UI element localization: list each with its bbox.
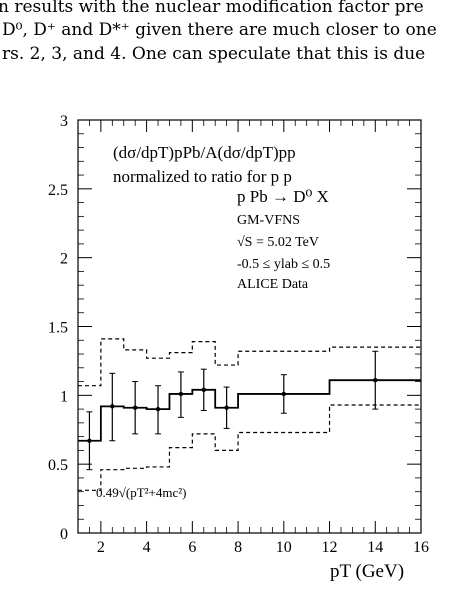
data-point bbox=[201, 387, 206, 393]
data-point bbox=[132, 405, 138, 410]
x-tick-label: 2 bbox=[97, 539, 105, 556]
legend-data-label: ALICE Data bbox=[237, 277, 309, 292]
data-point bbox=[87, 438, 92, 443]
data-point bbox=[224, 405, 229, 410]
x-tick-label: 6 bbox=[188, 539, 196, 556]
legend-energy: √S = 5.02 TeV bbox=[237, 235, 319, 250]
y-tick-label: 1 bbox=[60, 388, 68, 405]
data-point bbox=[281, 391, 286, 397]
series-layer bbox=[78, 338, 421, 491]
body-text-line-2: D⁰, D⁺ and D*⁺ given there are much clos… bbox=[2, 20, 437, 40]
x-tick-label: 4 bbox=[143, 539, 151, 556]
y-tick-label: 0 bbox=[60, 526, 68, 543]
data-point bbox=[178, 391, 184, 397]
theory-central-line bbox=[78, 379, 421, 442]
x-axis-label: pT (GeV) bbox=[330, 561, 404, 582]
y-tick-label: 1.5 bbox=[48, 320, 68, 337]
x-tick-label: 12 bbox=[322, 539, 338, 556]
y-tick-label: 2.5 bbox=[48, 182, 68, 199]
data-point bbox=[373, 377, 378, 383]
legend-line-2: normalized to ratio for p p bbox=[113, 167, 292, 186]
legend-rapidity: -0.5 ≤ ylab ≤ 0.5 bbox=[237, 257, 330, 272]
scale-label: 0.49√(pT²+4mc²) bbox=[96, 485, 187, 500]
theory-upper-line bbox=[78, 338, 421, 387]
data-point bbox=[155, 406, 161, 412]
legend-scheme: GM-VFNS bbox=[237, 213, 300, 228]
data-point bbox=[110, 404, 115, 409]
x-tick-label: 16 bbox=[413, 539, 429, 556]
theory-lower-line bbox=[78, 404, 421, 491]
y-tick-label: 0.5 bbox=[48, 457, 68, 474]
x-tick-label: 10 bbox=[276, 539, 292, 556]
legend-reaction: p Pb → D⁰ X bbox=[237, 187, 329, 206]
x-tick-label: 8 bbox=[234, 539, 242, 556]
data-points-layer bbox=[86, 350, 379, 471]
body-text-line-1: n results with the nuclear modification … bbox=[0, 0, 424, 17]
x-tick-label: 14 bbox=[367, 539, 383, 556]
y-tick-label: 3 bbox=[60, 113, 68, 130]
axis-ticks: 2 4 6 8 10 12 14 16 0 0.5 1 1.5 2 2.5 3 bbox=[48, 113, 429, 556]
legend-line-1: (dσ/dpT)pPb/A(dσ/dpT)pp bbox=[113, 143, 296, 162]
body-text-line-3: rs. 2, 3, and 4. One can speculate that … bbox=[2, 44, 426, 64]
y-tick-label: 2 bbox=[60, 251, 68, 268]
